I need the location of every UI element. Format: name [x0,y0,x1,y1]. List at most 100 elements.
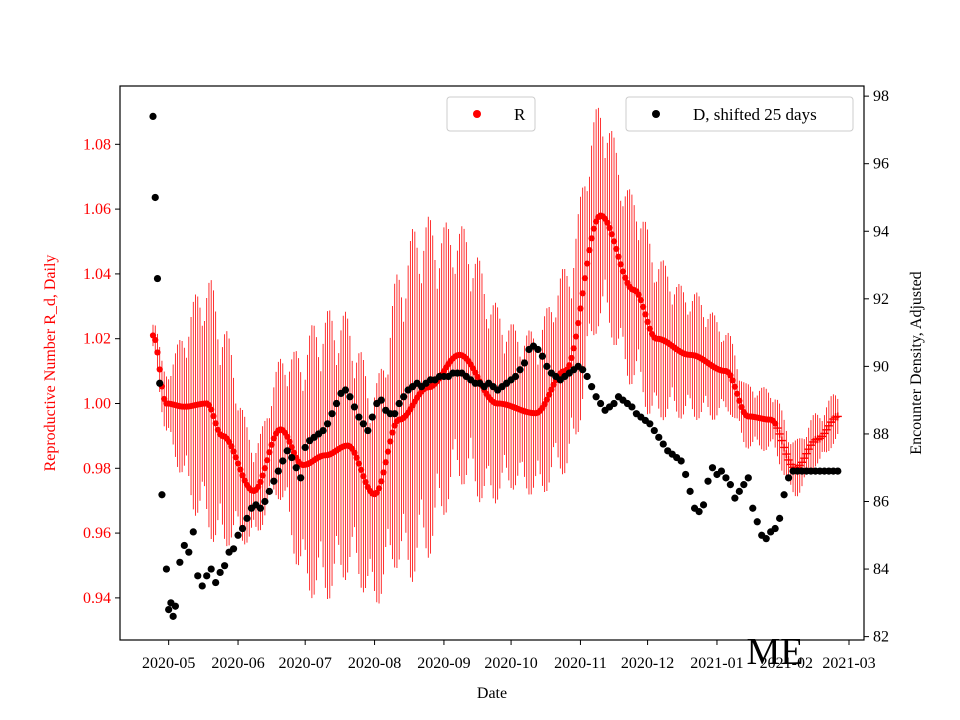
x-tick-label: 2020-12 [621,655,674,672]
r-point [360,473,367,480]
right-y-tick-label: 84 [873,561,889,578]
r-point [608,231,615,238]
r-point [268,441,275,448]
r-point [577,305,584,312]
x-tick-label: 2020-07 [279,655,332,672]
r-point [568,354,575,362]
d-point [283,447,291,455]
r-point [575,320,582,327]
legend-r-label: R [514,105,526,124]
legend-d-marker [652,110,660,118]
d-point [212,578,220,587]
left-y-tick-label: 1.04 [83,266,111,283]
d-point [229,545,238,553]
d-point [234,531,242,539]
right-y-tick-label: 88 [873,426,889,443]
d-point [364,426,372,435]
r-point [351,449,358,456]
r-point [355,460,362,467]
right-y-tick-label: 90 [873,358,889,375]
d-point [592,393,600,401]
d-point [189,528,197,536]
r-point [646,325,653,332]
d-point [270,477,278,485]
x-tick-label: 2020-05 [142,655,195,672]
d-point [377,396,385,404]
right-y-tick-label: 96 [873,156,889,173]
d-point [221,562,229,570]
legend-r: R [446,96,536,132]
d-point [583,372,591,381]
legend-d-label: D, shifted 25 days [693,105,817,124]
d-point [704,477,712,485]
d-point [395,399,403,408]
r-point [239,472,246,479]
d-point [169,612,177,620]
right-y-axis-title: Encounter Density, Adjusted [908,271,925,454]
d-series-markers [149,112,842,620]
d-point [368,413,376,421]
r-point [729,377,736,384]
r-point [610,238,618,245]
r-point [777,436,786,445]
d-point [722,474,730,482]
d-point [355,413,363,421]
d-point [834,467,842,475]
d-point [165,605,173,614]
d-point [699,501,708,509]
d-point [596,399,605,408]
r-point [286,438,293,445]
r-point [584,260,591,267]
r-point [640,303,647,310]
r-point [619,268,627,275]
d-point [686,487,694,495]
r-point [622,274,629,281]
r-point [358,466,365,474]
x-tick-label: 2020-08 [348,655,401,672]
d-point [391,410,399,418]
d-point [628,403,636,411]
legend-r-box [446,96,536,132]
d-point [180,541,188,550]
x-axis-ticks: 2020-05 2020-06 2020-07 2020-08 2020-09 2020-… [142,640,876,672]
d-point [511,372,520,381]
right-y-tick-label: 92 [873,291,889,308]
r-point [382,459,389,466]
r-point [644,318,651,326]
r-point [228,443,235,450]
d-point [274,467,282,475]
d-point [158,491,166,499]
d-point [194,572,202,580]
r-point [734,390,741,397]
r-point [784,455,793,464]
r-point [780,443,789,452]
d-point [346,393,354,401]
r-point [572,333,580,340]
d-point [762,535,770,543]
r-point [543,396,550,403]
left-y-tick-label: 0.94 [83,590,111,607]
d-point [749,504,757,512]
x-tick-label: 2020-11 [554,655,607,672]
r-point [804,445,813,454]
d-point [744,474,752,482]
d-point [151,193,159,202]
right-y-tick-label: 86 [873,494,889,511]
r-point [270,435,277,442]
left-y-tick-label: 1.08 [83,136,111,153]
d-point [162,565,171,573]
right-y-tick-label: 82 [873,629,889,646]
d-point [332,399,341,408]
d-point [216,568,224,577]
d-point [297,474,305,482]
left-y-axis-ticks: 0.94 0.96 0.98 1.00 1.02 1.04 1.06 1.08 [83,136,120,607]
d-point [753,518,761,526]
d-point [328,410,336,418]
r-point [230,448,237,455]
d-point [261,497,269,506]
r-point [833,412,842,421]
d-point [198,582,206,590]
d-point [341,386,350,394]
r-point [154,349,161,356]
r-point [588,235,595,242]
